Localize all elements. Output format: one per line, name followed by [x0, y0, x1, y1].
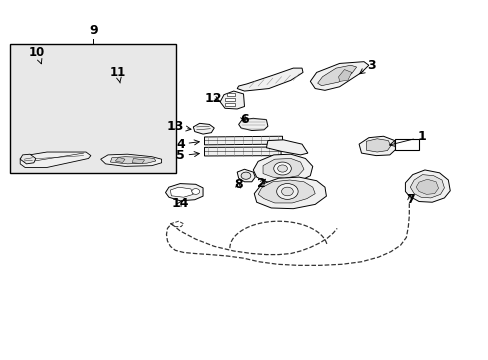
Polygon shape: [366, 139, 390, 152]
Polygon shape: [193, 123, 214, 134]
Polygon shape: [415, 179, 438, 194]
Text: 4: 4: [176, 138, 199, 150]
Text: 9: 9: [89, 24, 98, 37]
Polygon shape: [165, 184, 203, 201]
Circle shape: [276, 184, 298, 199]
Polygon shape: [224, 98, 234, 101]
Text: 14: 14: [171, 197, 188, 210]
Polygon shape: [20, 152, 91, 167]
Text: 10: 10: [29, 46, 45, 64]
Polygon shape: [204, 136, 282, 145]
Polygon shape: [317, 65, 356, 86]
Text: 13: 13: [166, 121, 191, 134]
Polygon shape: [310, 62, 368, 90]
Polygon shape: [170, 187, 193, 197]
Polygon shape: [266, 140, 307, 155]
Text: 12: 12: [204, 92, 222, 105]
Polygon shape: [253, 154, 312, 184]
Text: 7: 7: [405, 193, 414, 206]
Text: 5: 5: [176, 149, 199, 162]
Polygon shape: [20, 154, 36, 164]
Circle shape: [273, 162, 291, 175]
Polygon shape: [263, 158, 304, 178]
Text: 1: 1: [389, 130, 426, 146]
Circle shape: [281, 187, 293, 196]
Text: 8: 8: [234, 178, 243, 191]
Text: 3: 3: [359, 59, 375, 74]
Polygon shape: [237, 169, 255, 182]
Polygon shape: [224, 103, 234, 106]
Polygon shape: [237, 68, 303, 91]
Bar: [10, 44, 176, 173]
Polygon shape: [101, 154, 161, 166]
Text: 2: 2: [257, 177, 265, 190]
Polygon shape: [227, 93, 234, 96]
Polygon shape: [132, 158, 144, 163]
Polygon shape: [238, 118, 267, 131]
Polygon shape: [409, 175, 444, 198]
Polygon shape: [115, 157, 125, 162]
Polygon shape: [110, 157, 156, 164]
Text: 11: 11: [109, 66, 125, 83]
Polygon shape: [204, 147, 281, 156]
Text: 6: 6: [240, 113, 248, 126]
Polygon shape: [405, 170, 449, 202]
Polygon shape: [358, 136, 395, 156]
Polygon shape: [220, 91, 244, 109]
Bar: [394, 139, 418, 150]
Circle shape: [191, 189, 199, 194]
Circle shape: [277, 165, 287, 172]
Polygon shape: [258, 180, 315, 203]
Polygon shape: [338, 69, 351, 81]
Circle shape: [241, 172, 250, 179]
Polygon shape: [254, 177, 326, 209]
